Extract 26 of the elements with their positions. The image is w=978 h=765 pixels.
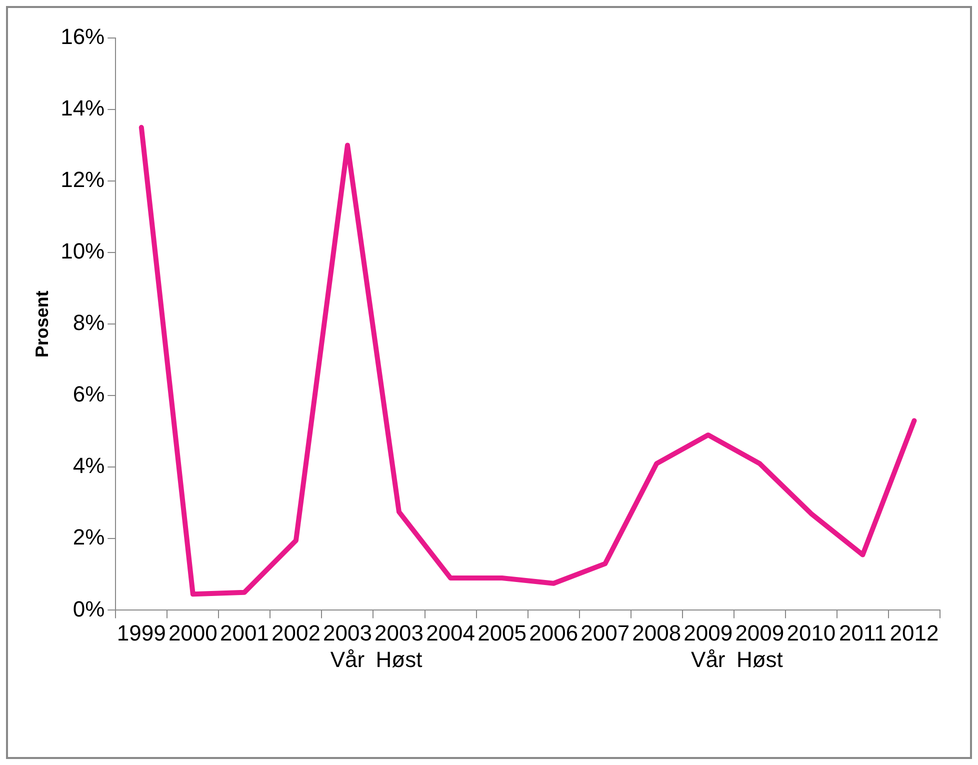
x-tick-label: 2000	[168, 620, 218, 646]
x-tick-label: 2010	[786, 620, 836, 646]
x-tick-label: 2001	[220, 620, 269, 646]
x-tick-label: 2004	[426, 620, 476, 646]
y-axis-title: Prosent	[32, 290, 52, 358]
x-tick-label: 2009 Vår	[684, 620, 733, 672]
x-tick-label: 2007	[580, 620, 630, 646]
x-tick-label: 2003 Vår	[323, 620, 372, 672]
x-tick-label: 2006	[529, 620, 578, 646]
y-tick-label: 6%	[72, 382, 105, 407]
y-tick-label: 12%	[60, 167, 105, 192]
y-tick-label: 14%	[60, 96, 105, 121]
y-tick-label: 4%	[72, 453, 105, 478]
x-tick-label: 2005	[478, 620, 527, 646]
y-tick-label: 16%	[60, 24, 105, 50]
x-tick-label: 2011	[839, 620, 886, 646]
x-tick-label: 2002	[271, 620, 320, 646]
x-tick-label: 2012	[890, 620, 939, 646]
y-tick-label: 10%	[60, 238, 105, 264]
y-tick-label: 2%	[72, 524, 105, 550]
x-tick-label: 2008	[632, 620, 682, 646]
y-tick-label: 0%	[72, 596, 105, 622]
x-tick-label: 1999	[116, 620, 166, 646]
y-tick-label: 8%	[72, 310, 105, 336]
x-tick-label: 2009 Høst	[735, 620, 784, 672]
x-tick-label: 2003 Høst	[374, 620, 424, 672]
